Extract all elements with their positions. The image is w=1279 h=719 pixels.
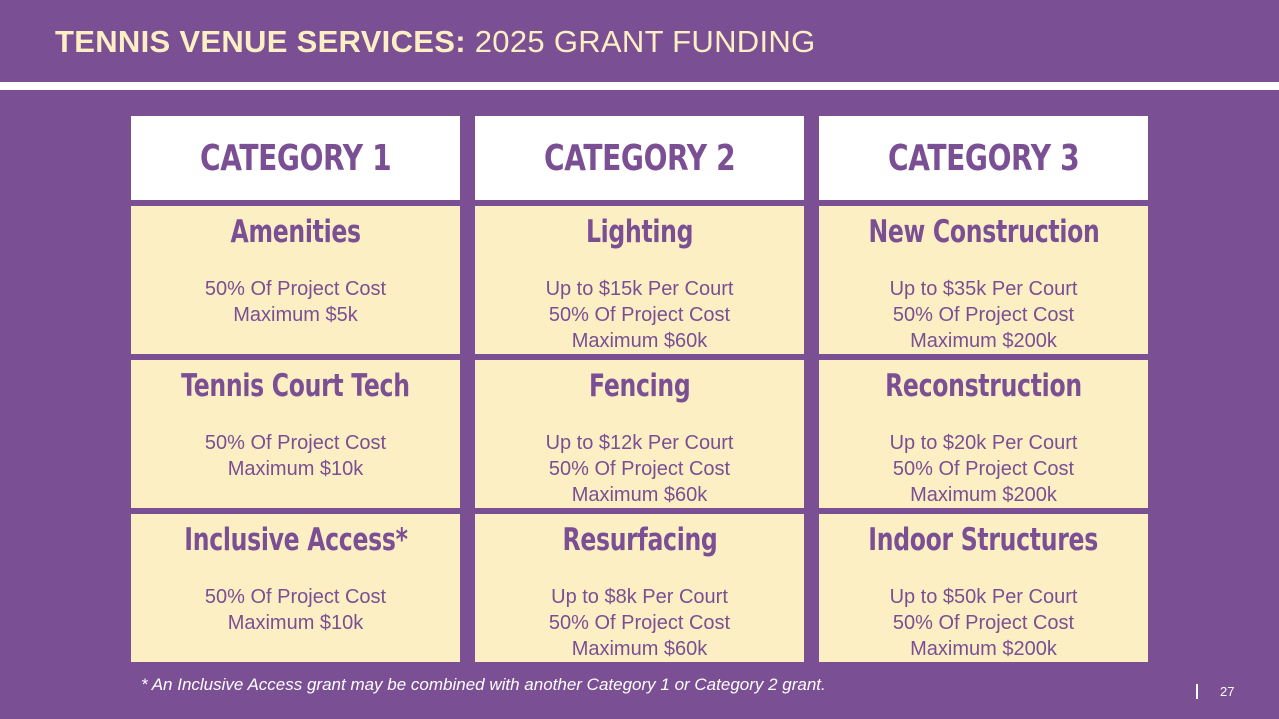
grant-detail: Maximum $60k (571, 330, 708, 352)
grant-detail: Maximum $10k (227, 612, 364, 634)
grant-detail: 50% Of Project Cost (204, 432, 387, 454)
grant-detail: Maximum $60k (571, 484, 708, 506)
grant-title: Amenities (230, 214, 361, 250)
grant-detail: Up to $35k Per Court (889, 278, 1078, 300)
grant-detail: 50% Of Project Cost (892, 304, 1075, 326)
grant-detail: Up to $20k Per Court (889, 432, 1078, 454)
grant-detail: 50% Of Project Cost (204, 586, 387, 608)
grant-title: Indoor Structures (868, 522, 1099, 558)
grant-cell-inclusive-access: Inclusive Access* 50% Of Project Cost Ma… (131, 514, 460, 662)
category-3-header: CATEGORY 3 (819, 116, 1148, 200)
grant-detail: Maximum $5k (233, 304, 358, 326)
slide-title-rest: 2025 GRANT FUNDING (465, 24, 816, 59)
page-number-divider (1196, 684, 1198, 699)
category-1-header: CATEGORY 1 (131, 116, 460, 200)
grant-title: Tennis Court Tech (181, 368, 410, 404)
grant-cell-tennis-court-tech: Tennis Court Tech 50% Of Project Cost Ma… (131, 360, 460, 508)
footnote: * An Inclusive Access grant may be combi… (141, 675, 826, 694)
grant-detail: Up to $50k Per Court (889, 586, 1078, 608)
grant-title: Resurfacing (561, 522, 718, 558)
grant-detail: 50% Of Project Cost (548, 612, 731, 634)
grant-detail: Maximum $10k (227, 458, 364, 480)
grant-detail: 50% Of Project Cost (892, 458, 1075, 480)
grant-detail: Up to $12k Per Court (545, 432, 734, 454)
category-2-header: CATEGORY 2 (475, 116, 804, 200)
grant-title: Lighting (585, 214, 694, 250)
grant-detail: Maximum $200k (910, 638, 1057, 660)
grant-detail: Maximum $200k (910, 330, 1057, 352)
page-number: 27 (1220, 684, 1235, 699)
grant-cell-resurfacing: Resurfacing Up to $8k Per Court 50% Of P… (475, 514, 804, 662)
grant-detail: Maximum $200k (910, 484, 1057, 506)
grant-title: Fencing (588, 368, 691, 404)
category-1-label: CATEGORY 1 (199, 137, 392, 179)
grant-detail: 50% Of Project Cost (204, 278, 387, 300)
category-2-label: CATEGORY 2 (543, 137, 736, 179)
grant-cell-reconstruction: Reconstruction Up to $20k Per Court 50% … (819, 360, 1148, 508)
slide-title: TENNIS VENUE SERVICES: 2025 GRANT FUNDIN… (55, 24, 816, 60)
grant-detail: Maximum $60k (571, 638, 708, 660)
grant-title: New Construction (868, 214, 1099, 250)
slide-header: TENNIS VENUE SERVICES: 2025 GRANT FUNDIN… (0, 0, 1279, 82)
grant-title: Reconstruction (885, 368, 1082, 404)
slide-title-bold: TENNIS VENUE SERVICES: (55, 24, 466, 59)
grant-detail: Up to $8k Per Court (551, 586, 728, 608)
grant-cell-lighting: Lighting Up to $15k Per Court 50% Of Pro… (475, 206, 804, 354)
grant-cell-new-construction: New Construction Up to $35k Per Court 50… (819, 206, 1148, 354)
grant-detail: 50% Of Project Cost (892, 612, 1075, 634)
header-divider (0, 82, 1279, 90)
grant-cell-fencing: Fencing Up to $12k Per Court 50% Of Proj… (475, 360, 804, 508)
grant-title: Inclusive Access* (183, 522, 408, 558)
grant-detail: 50% Of Project Cost (548, 458, 731, 480)
grant-cell-indoor-structures: Indoor Structures Up to $50k Per Court 5… (819, 514, 1148, 662)
grant-detail: Up to $15k Per Court (545, 278, 734, 300)
category-3-label: CATEGORY 3 (887, 137, 1080, 179)
grant-cell-amenities: Amenities 50% Of Project Cost Maximum $5… (131, 206, 460, 354)
grant-detail: 50% Of Project Cost (548, 304, 731, 326)
grant-category-table: CATEGORY 1 CATEGORY 2 CATEGORY 3 Ameniti… (131, 116, 1148, 662)
